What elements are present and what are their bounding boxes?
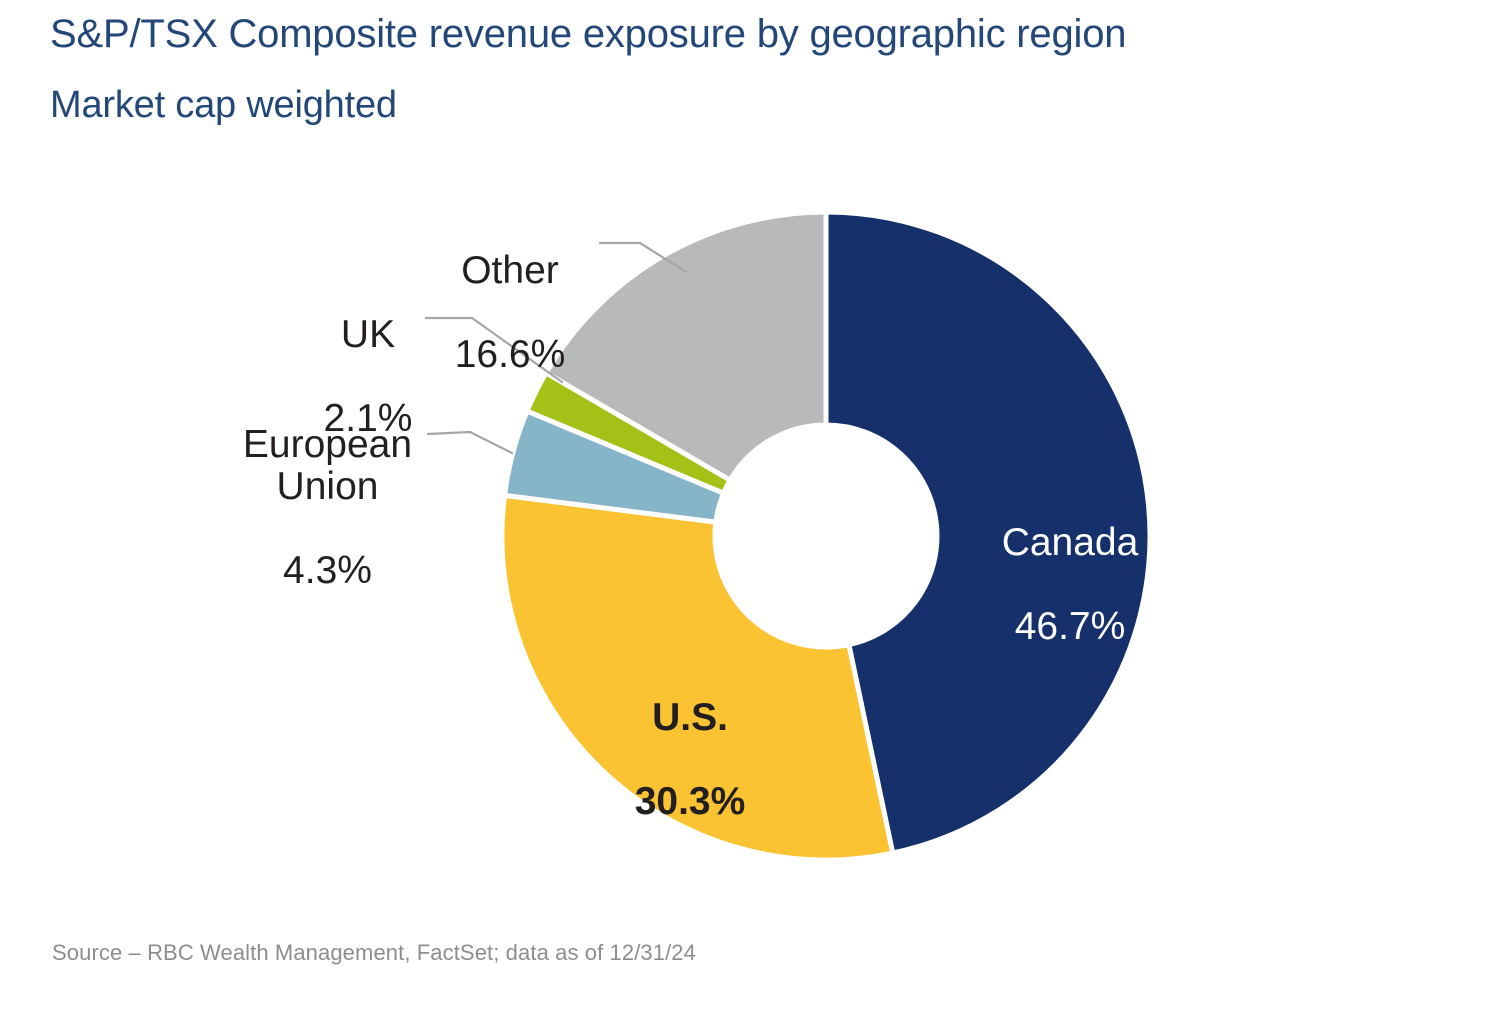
slice-label-other-value: 16.6% — [454, 333, 566, 377]
page-title: S&P/TSX Composite revenue exposure by ge… — [50, 12, 1127, 56]
leader-line-european-union — [426, 430, 514, 455]
slice-label-uk: UK 2.1% — [268, 272, 468, 483]
slice-label-other: Other 16.6% — [400, 208, 620, 419]
slice-label-european-union-value: 4.3% — [283, 549, 372, 593]
slice-label-us: U.S. 30.3% — [570, 655, 810, 866]
slice-label-us-name: U.S. — [652, 696, 728, 740]
page-subtitle: Market cap weighted — [50, 84, 397, 126]
slice-label-uk-name: UK — [340, 313, 396, 357]
slice-label-canada: Canada 46.7% — [940, 480, 1200, 691]
donut-slice-canada[interactable] — [823, 209, 1153, 856]
slice-label-canada-value: 46.7% — [1014, 605, 1126, 649]
slice-label-uk-value: 2.1% — [323, 397, 413, 441]
slice-label-european-union: European Union 4.3% — [210, 382, 445, 635]
leader-line-uk — [424, 316, 564, 384]
slice-label-other-name: Other — [461, 249, 559, 293]
slice-label-canada-name: Canada — [1001, 521, 1139, 565]
donut-slice-u-s[interactable] — [499, 492, 896, 863]
slice-label-us-value: 30.3% — [634, 780, 746, 824]
leader-line-group — [424, 241, 688, 455]
donut-slice-group — [499, 209, 1153, 863]
source-note: Source – RBC Wealth Management, FactSet;… — [52, 940, 696, 965]
donut-slice-other[interactable] — [543, 209, 829, 483]
title-block: S&P/TSX Composite revenue exposure by ge… — [50, 14, 1450, 124]
leader-line-other — [598, 241, 688, 274]
slice-label-european-union-name: European Union — [242, 423, 413, 509]
